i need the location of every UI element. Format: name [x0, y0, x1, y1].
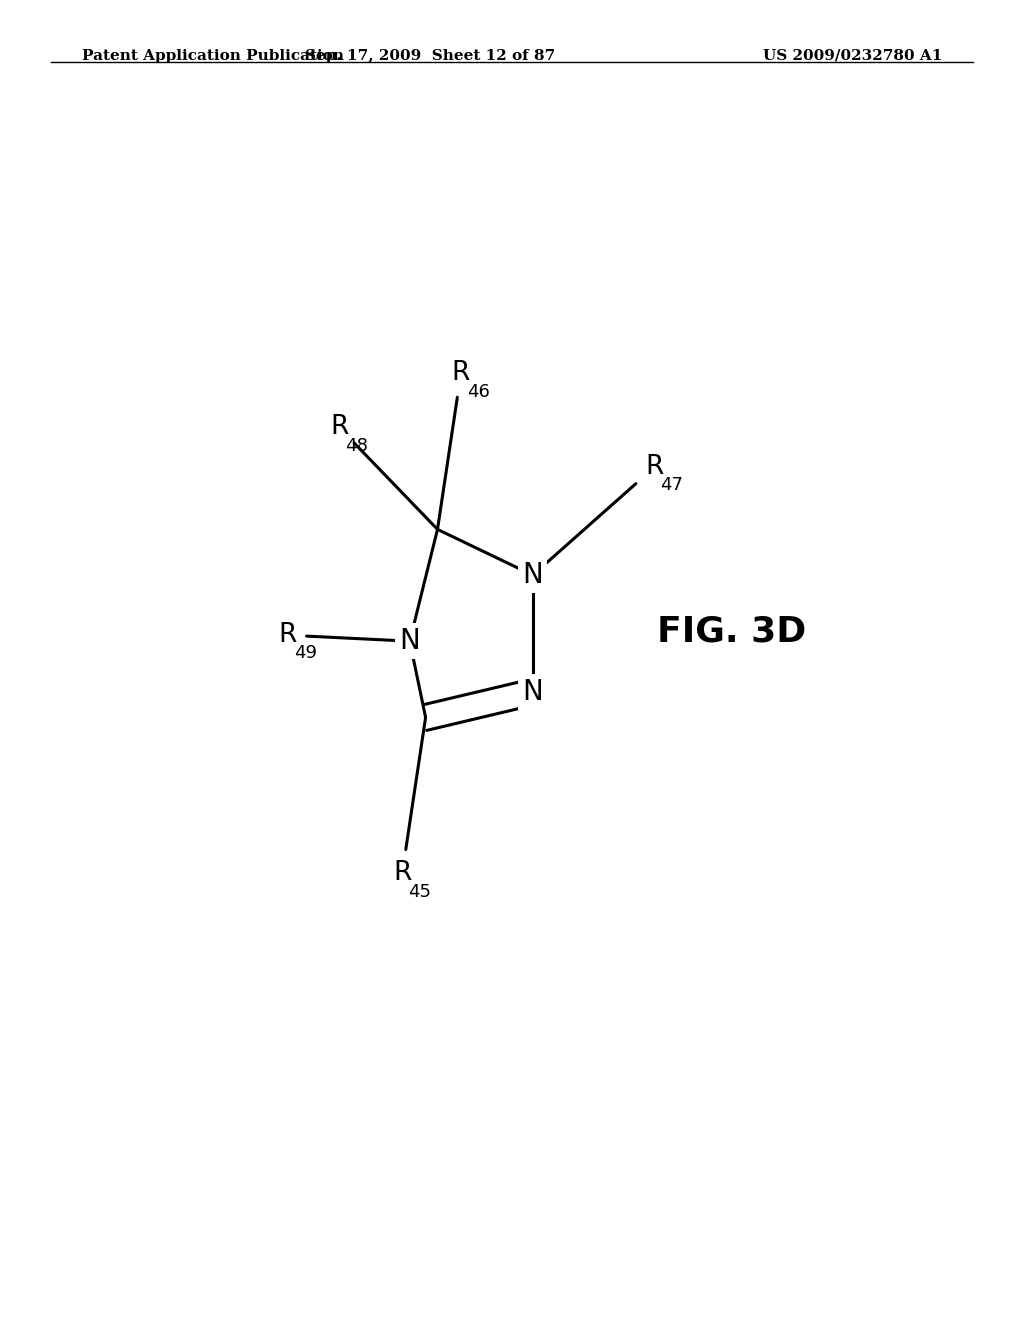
Text: R: R [279, 622, 297, 648]
Text: N: N [399, 627, 420, 655]
Text: N: N [522, 561, 543, 589]
Text: 45: 45 [409, 883, 431, 900]
Text: R: R [330, 414, 348, 441]
Text: R: R [452, 360, 470, 387]
Text: US 2009/0232780 A1: US 2009/0232780 A1 [763, 49, 942, 63]
Text: N: N [522, 678, 543, 706]
Text: Sep. 17, 2009  Sheet 12 of 87: Sep. 17, 2009 Sheet 12 of 87 [305, 49, 555, 63]
Text: Patent Application Publication: Patent Application Publication [82, 49, 344, 63]
Text: 48: 48 [345, 437, 368, 454]
Text: 47: 47 [660, 477, 683, 495]
Text: R: R [393, 861, 412, 886]
Text: 46: 46 [467, 383, 489, 401]
Text: FIG. 3D: FIG. 3D [656, 614, 806, 648]
Text: R: R [645, 454, 664, 480]
Text: 49: 49 [294, 644, 317, 663]
